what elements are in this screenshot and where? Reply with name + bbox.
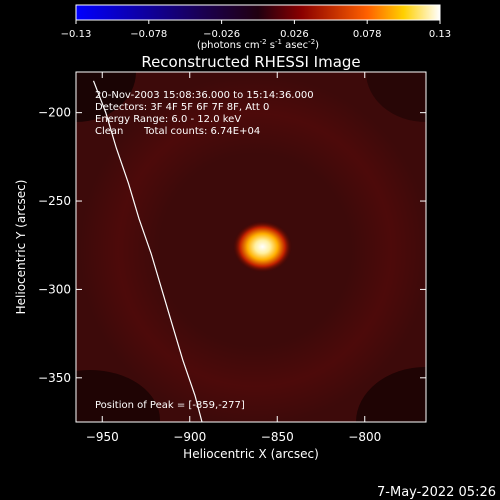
y-tick-label: −200: [38, 106, 71, 120]
x-tick-label: −800: [348, 430, 381, 444]
colorbar-ticks: −0.13 −0.078 −0.026 0.026 0.078 0.13: [61, 20, 451, 40]
colorbar-ramp: [76, 5, 440, 20]
footer-date: 7-May-2022 05:26: [377, 485, 496, 500]
colorbar-units: (photons cm-2 s-1 asec-2): [197, 38, 319, 51]
colorbar-frame: [75, 4, 441, 21]
colorbar-tick-label: −0.13: [61, 29, 92, 40]
colorbar-tick-label: 0.13: [429, 29, 451, 40]
x-tick-label: −950: [86, 430, 119, 444]
colorbar-tick-label: 0.026: [280, 29, 309, 40]
x-tick-label: −900: [173, 430, 206, 444]
annotation-peak-position: Position of Peak = [-859,-277]: [95, 400, 245, 411]
y-tick-label: −350: [38, 371, 71, 385]
colorbar-tick-label: 0.078: [353, 29, 382, 40]
image-dark-corner-tr: [366, 72, 426, 122]
y-tick-label: −250: [38, 194, 71, 208]
colorbar-tick-label: −0.078: [130, 29, 167, 40]
annotation-algorithm: Clean: [95, 126, 123, 137]
plot-area: −950 −900 −850 −800 −200 −250 −300 −350: [38, 71, 427, 444]
colorbar: −0.13 −0.078 −0.026 0.026 0.078 0.13 (photons…: [61, 4, 451, 51]
annotation-energy-range: Energy Range: 6.0 - 12.0 keV: [95, 114, 241, 125]
axis-ticks: −950 −900 −850 −800 −200 −250 −300 −350: [38, 72, 426, 444]
chart-title: Reconstructed RHESSI Image: [141, 53, 360, 71]
image-dark-corner-tl: [76, 72, 136, 122]
colorbar-tick-label: −0.026: [203, 29, 240, 40]
annotation-total-counts: Total counts: 6.74E+04: [143, 126, 260, 137]
solar-limb-curve: [92, 80, 203, 422]
annotation-detectors: Detectors: 3F 4F 5F 6F 7F 8F, Att 0: [95, 102, 269, 113]
annotation-block: 20-Nov-2003 15:08:36.000 to 15:14:36.000…: [95, 90, 314, 137]
x-axis-label: Heliocentric X (arcsec): [183, 447, 319, 461]
peak-source: [232, 220, 293, 273]
plot-frame: [75, 71, 427, 423]
image-dark-corner-br: [356, 367, 426, 422]
y-tick-label: −300: [38, 282, 71, 296]
image-dark-corner-bl: [76, 370, 160, 422]
x-tick-label: −850: [261, 430, 294, 444]
annotation-time-range: 20-Nov-2003 15:08:36.000 to 15:14:36.000: [95, 90, 314, 101]
y-axis-label: Heliocentric Y (arcsec): [14, 180, 28, 315]
